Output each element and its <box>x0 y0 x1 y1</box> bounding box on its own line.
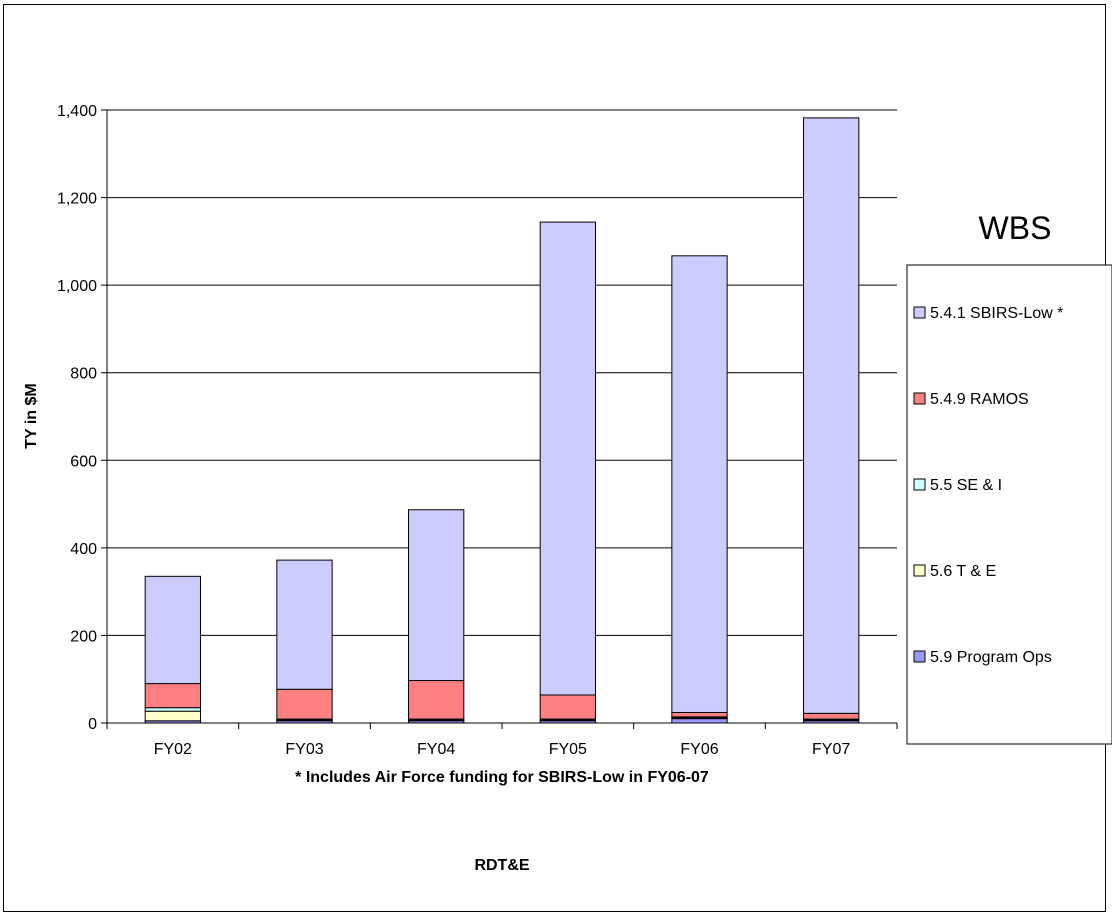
y-tick-label: 600 <box>70 453 97 470</box>
bar-segment-FY06-4 <box>671 255 728 713</box>
y-ticks: 0 200 400 600 800 1,000 1,200 1,400 <box>57 103 107 733</box>
legend-label: 5.4.9 RAMOS <box>930 391 1029 408</box>
y-tick-label: 1,200 <box>57 191 97 208</box>
x-ticks: FY02 FY03 FY04 FY05 FY06 FY07 <box>106 723 898 758</box>
bar-segment-FY04-4 <box>408 509 465 682</box>
legend-swatch <box>913 478 926 491</box>
bar-segment-FY04-3 <box>408 680 465 720</box>
legend-label: 5.9 Program Ops <box>930 649 1052 666</box>
plot-area <box>107 110 897 723</box>
bar-segment-FY06-0 <box>671 718 728 724</box>
bar-segment-FY03-4 <box>276 559 333 690</box>
bar-segment-FY02-2 <box>144 707 201 712</box>
legend-swatch <box>913 564 926 577</box>
bar-segment-FY03-3 <box>276 688 333 720</box>
x-tick-label-FY02: FY02 <box>154 741 192 758</box>
y-tick-label: 1,000 <box>57 278 97 295</box>
y-axis-title: TY in $M <box>23 383 40 449</box>
legend-swatch <box>913 306 926 319</box>
y-tick-label: 1,400 <box>57 103 97 120</box>
legend-title: WBS <box>979 210 1052 246</box>
legend-label: 5.4.1 SBIRS-Low * <box>930 305 1063 322</box>
bar-segment-FY02-3 <box>144 683 201 709</box>
y-tick-label: 400 <box>70 541 97 558</box>
gridlines <box>107 109 897 636</box>
plot-background <box>107 110 897 723</box>
x-tick-label-FY03: FY03 <box>285 741 323 758</box>
x-tick-label-FY05: FY05 <box>549 741 587 758</box>
legend-label: 5.6 T & E <box>930 563 996 580</box>
y-tick-label: 800 <box>70 366 97 383</box>
y-tick-label: 200 <box>70 628 97 645</box>
bar-segment-FY05-4 <box>539 221 596 696</box>
bar-segment-FY07-3 <box>803 712 860 720</box>
bar-segment-FY02-4 <box>144 575 201 685</box>
bar-segment-FY07-4 <box>803 117 860 714</box>
bar-segment-FY06-3 <box>671 711 728 718</box>
x-tick-label-FY06: FY06 <box>680 741 718 758</box>
bar-segment-FY05-3 <box>539 694 596 720</box>
legend: 5.4.1 SBIRS-Low * 5.4.9 RAMOS 5.5 SE & I 5.… <box>906 264 1112 745</box>
legend-swatch <box>913 392 926 405</box>
legend-box <box>906 264 1112 745</box>
y-tick-label: 0 <box>88 716 97 733</box>
x-tick-label-FY04: FY04 <box>417 741 455 758</box>
chart-caption: RDT&E <box>474 857 529 874</box>
legend-label: 5.5 SE & I <box>930 477 1002 494</box>
x-tick-label-FY07: FY07 <box>812 741 850 758</box>
bars <box>144 117 860 724</box>
x-axis-title: * Includes Air Force funding for SBIRS-L… <box>295 769 709 786</box>
bar-segment-FY02-1 <box>144 710 201 722</box>
legend-swatch <box>913 650 926 663</box>
